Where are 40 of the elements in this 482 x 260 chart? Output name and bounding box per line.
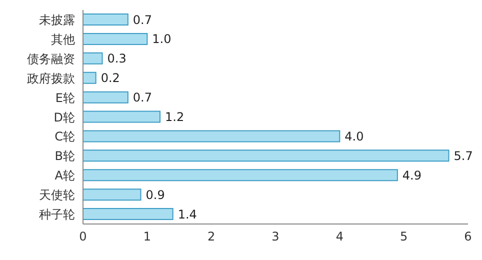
x-tick-label: 5 [400,230,408,244]
y-tick-label: B轮 [54,149,75,164]
data-label: 4.9 [402,168,422,182]
data-label: 0.7 [132,90,152,105]
data-label: 1.4 [178,207,197,222]
data-label: 0.7 [132,12,152,27]
x-tick-label: 4 [336,230,344,244]
y-tick-label: 其他 [51,32,75,46]
bar [83,72,96,84]
data-label: 4.0 [344,129,364,144]
data-label: 0.2 [100,71,120,86]
y-tick-label: 政府拨款 [27,71,75,86]
y-tick-label: 未披露 [39,12,75,27]
bar [83,169,398,182]
bar [83,91,128,104]
bar [83,188,142,201]
y-tick-label: D轮 [54,110,75,124]
y-tick-label: 债务融资 [27,52,75,66]
y-tick-label: 天使轮 [39,188,75,202]
x-tick-label: 0 [79,230,87,244]
y-tick-label: C轮 [54,130,75,144]
x-tick-label: 6 [464,230,472,244]
bar [83,14,128,26]
data-label: 0.3 [107,52,126,66]
y-tick-label: 种子轮 [39,208,75,222]
data-label: 5.7 [454,148,473,163]
x-tick-label: 1 [143,230,151,244]
bar [83,32,148,45]
data-label: 1.0 [152,32,172,46]
data-label: 0.9 [146,188,165,202]
bar [83,208,174,220]
bar [83,52,103,64]
bar [83,150,450,162]
bar [83,110,160,123]
x-tick-label: 3 [272,230,280,244]
x-tick-label: 2 [208,230,216,244]
y-tick-label: E轮 [55,90,75,105]
y-tick-label: A轮 [54,168,75,183]
bar [83,130,340,142]
data-label: 1.2 [165,110,184,124]
